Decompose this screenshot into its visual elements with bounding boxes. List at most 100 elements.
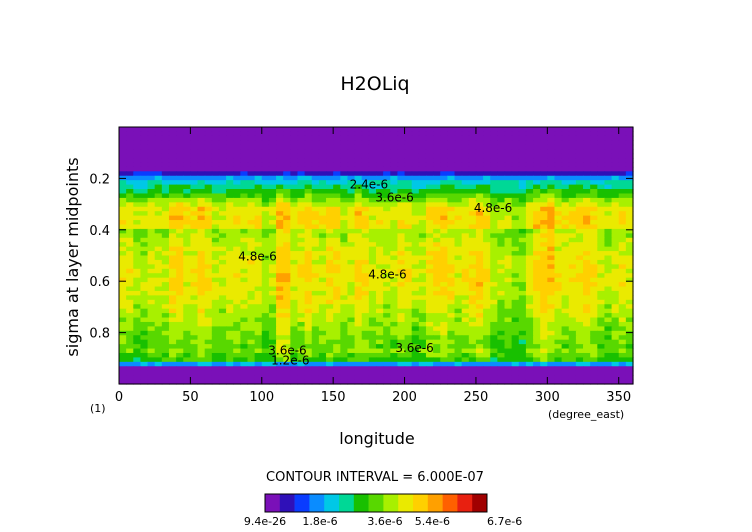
heatmap-cell [383,357,391,363]
heatmap-cell [304,158,313,164]
heatmap-cell [547,233,556,239]
heatmap-cell [297,352,306,359]
heatmap-cell [211,277,220,283]
heatmap-cell [404,153,413,159]
heatmap-cell [254,295,263,301]
heatmap-cell [361,131,370,137]
heatmap-cell [211,361,220,367]
heatmap-cell [504,348,513,354]
heatmap-cell [190,330,199,336]
heatmap-cell [433,304,441,310]
heatmap-cell [497,357,506,363]
heatmap-cell [276,326,284,332]
heatmap-cell [183,299,191,305]
heatmap-cell [126,375,134,381]
heatmap-cell [247,211,256,217]
heatmap-cell [276,348,284,354]
heatmap-cell [154,366,163,372]
x-tick-label: 250 [464,390,489,405]
heatmap-cell [418,357,427,363]
heatmap-cell [490,175,498,181]
heatmap-cell [525,175,534,181]
heatmap-cell [583,335,591,341]
heatmap-cell [397,228,406,234]
heatmap-cell [204,379,213,385]
heatmap-cell [447,317,456,323]
heatmap-cell [440,131,448,137]
heatmap-cell [211,171,220,177]
heatmap-cell [383,286,391,292]
heatmap-cell [390,189,399,195]
heatmap-cell [383,295,391,301]
heatmap-cell [404,295,413,301]
heatmap-cell [611,264,620,270]
heatmap-cell [475,135,484,141]
heatmap-cell [597,286,606,292]
heatmap-cell [525,370,534,376]
heatmap-cell [447,184,456,190]
heatmap-cell [611,149,620,155]
heatmap-cell [176,144,184,150]
heatmap-cell [183,189,191,195]
heatmap-cell [197,344,206,350]
heatmap-cell [147,246,156,252]
heatmap-cell [625,135,634,141]
heatmap-cell [247,308,256,314]
heatmap-cell [261,304,270,310]
heatmap-cell [311,344,320,350]
heatmap-cell [554,357,563,363]
heatmap-cell [511,131,520,137]
heatmap-cell [568,246,577,252]
heatmap-cell [575,299,584,305]
heatmap-cell [497,220,506,226]
heatmap-cell [340,140,349,146]
heatmap-cell [254,158,263,164]
heatmap-cell [461,180,470,186]
heatmap-cell [440,228,448,234]
heatmap-cell [383,162,391,168]
heatmap-cell [504,184,513,190]
heatmap-cell [511,295,520,301]
heatmap-cell [475,153,484,159]
heatmap-cell [261,295,270,301]
heatmap-cell [161,326,170,332]
heatmap-cell [254,304,263,310]
heatmap-cell [247,233,256,239]
heatmap-cell [311,273,320,279]
heatmap-cell [390,335,399,341]
heatmap-cell [404,259,413,265]
heatmap-cell [540,308,548,314]
heatmap-cell [283,330,291,336]
heatmap-cell [518,361,527,367]
heatmap-cell [240,357,249,363]
heatmap-cell [604,171,613,177]
heatmap-cell [268,317,277,323]
heatmap-cell [533,197,541,203]
heatmap-cell [354,255,363,261]
heatmap-cell [347,308,356,314]
heatmap-cell [233,299,241,305]
heatmap-cell [376,233,384,239]
x-tick-label: 350 [606,390,631,405]
heatmap-cell [168,357,177,363]
heatmap-cell [133,206,142,212]
heatmap-cell [490,321,498,327]
heatmap-cell [533,162,541,168]
heatmap-cell [340,220,349,226]
heatmap-cell [590,224,598,230]
heatmap-cell [597,166,606,172]
heatmap-cell [318,277,327,283]
heatmap-cell [354,366,363,372]
heatmap-cell [119,308,127,314]
heatmap-cell [590,304,598,310]
heatmap-cell [261,211,270,217]
heatmap-cell [376,193,384,199]
heatmap-cell [483,127,491,133]
heatmap-cell [397,224,406,230]
heatmap-cell [197,175,206,181]
heatmap-cell [568,379,577,385]
heatmap-cell [504,277,513,283]
heatmap-cell [326,162,334,168]
heatmap-cell [361,357,370,363]
heatmap-cell [161,206,170,212]
